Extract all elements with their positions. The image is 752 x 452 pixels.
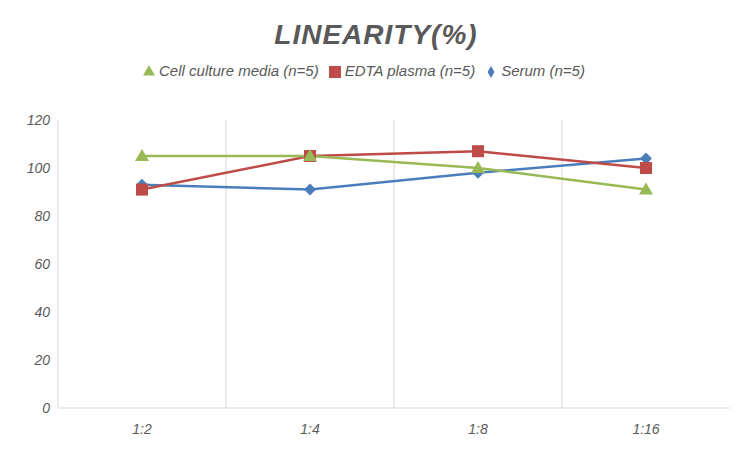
svg-text:80: 80 <box>34 208 50 224</box>
html-text:LINEARITY(%): LINEARITY(%) <box>274 19 478 50</box>
svg-text:1:8: 1:8 <box>468 421 488 437</box>
svg-text:1:16: 1:16 <box>632 421 659 437</box>
svg-text:60: 60 <box>34 256 50 272</box>
html-text:EDTA plasma (n=5): EDTA plasma (n=5) <box>344 62 476 79</box>
html-text:Serum (n=5): Serum (n=5) <box>501 62 585 79</box>
svg-text:120: 120 <box>27 112 51 128</box>
svg-text:1:4: 1:4 <box>300 421 320 437</box>
svg-text:0: 0 <box>42 400 50 416</box>
svg-text:20: 20 <box>33 352 50 368</box>
html-text:Cell culture media (n=5): Cell culture media (n=5) <box>159 62 319 79</box>
svg-text:100: 100 <box>27 160 51 176</box>
svg-text:40: 40 <box>34 304 50 320</box>
svg-text:1:2: 1:2 <box>132 421 152 437</box>
